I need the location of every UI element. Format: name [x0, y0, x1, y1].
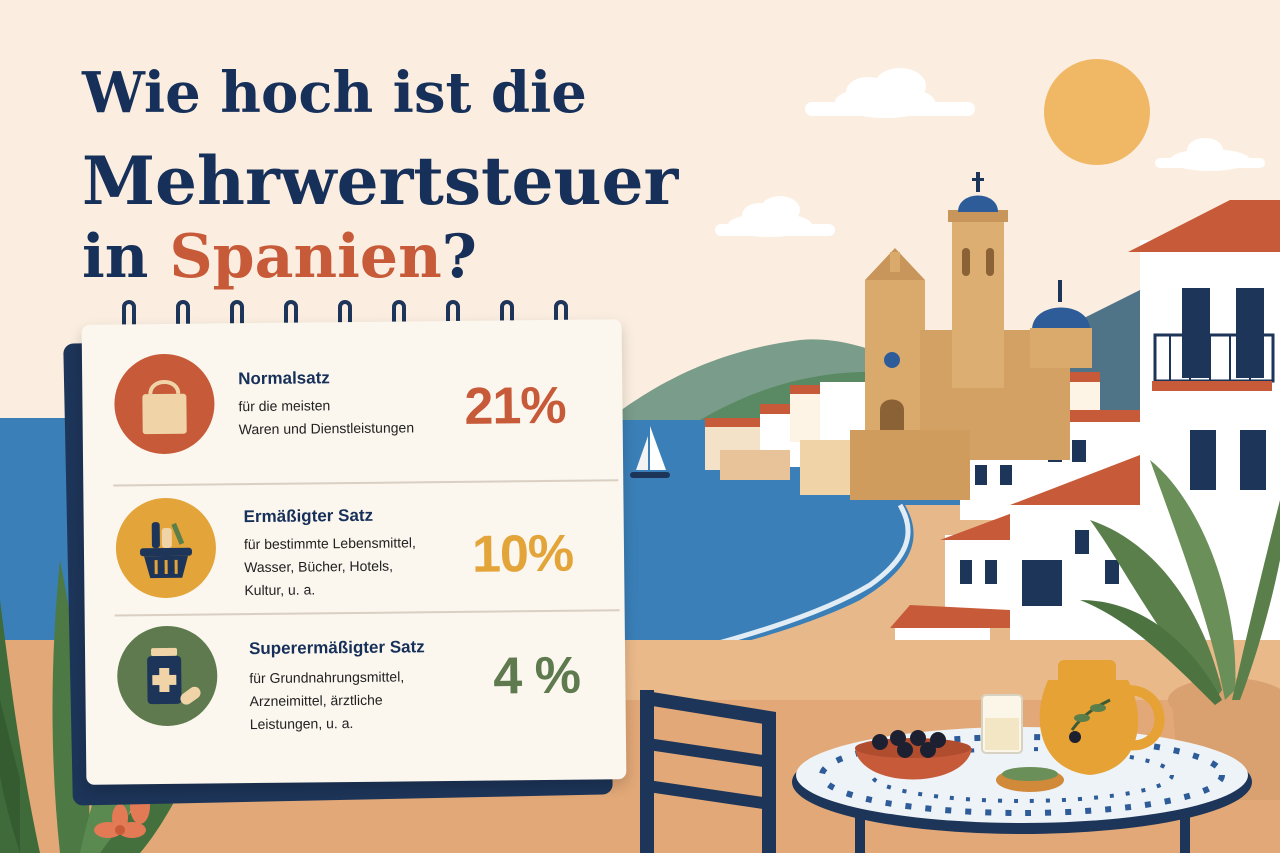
binder-ring: [176, 300, 190, 336]
cloud-icon: [805, 68, 975, 118]
medicine-icon: [116, 625, 218, 727]
title-highlight-country: Spanien: [169, 222, 442, 292]
grocery-basket-icon: [115, 497, 217, 599]
rate-name: Superermäßigter Satz: [248, 637, 425, 659]
bistro-table: [792, 660, 1252, 853]
town-buildings: [705, 372, 1140, 660]
vat-rates-card: Normalsatz für die meisten Waren und Die…: [81, 319, 627, 785]
title-line-3: in Spanien?: [82, 222, 477, 292]
rate-value: 21%: [464, 376, 566, 436]
cathedral: [850, 172, 1092, 500]
binder-ring: [230, 300, 244, 336]
binder-ring: [500, 300, 514, 336]
title-line-2: Mehrwertsteuer: [82, 142, 679, 220]
rate-description: für die meisten Waren und Dienstleistung…: [238, 397, 415, 438]
blue-chair: [640, 690, 776, 853]
rate-name: Ermäßigter Satz: [243, 505, 374, 527]
vat-rate-row-reduced: Ermäßigter Satz für bestimmte Lebensmitt…: [83, 483, 624, 629]
binder-ring: [338, 300, 352, 336]
vat-rate-row-super-reduced: Superermäßigter Satz für Grundnahrungsmi…: [85, 615, 626, 761]
cloud-icon: [1155, 138, 1265, 171]
rate-name: Normalsatz: [238, 368, 330, 389]
rate-value: 10%: [471, 524, 574, 584]
rate-value: 4 %: [493, 646, 581, 706]
vat-rate-row-standard: Normalsatz für die meisten Waren und Die…: [82, 337, 623, 483]
binder-ring: [392, 300, 406, 336]
sailboat-icon: [630, 426, 670, 478]
cloud-icon: [715, 196, 835, 237]
binder-ring: [446, 300, 460, 336]
shopping-bag-icon: [113, 353, 215, 455]
title-line-1: Wie hoch ist die: [82, 60, 587, 126]
binder-ring: [122, 300, 136, 336]
rate-description: für bestimmte Lebensmittel, Wasser, Büch…: [243, 534, 416, 599]
binder-ring: [554, 300, 568, 336]
sun-icon: [1044, 59, 1150, 165]
rate-description: für Grundnahrungsmittel, Arzneimittel, ä…: [249, 668, 405, 733]
binder-ring: [284, 300, 298, 336]
right-house: [1128, 200, 1280, 660]
